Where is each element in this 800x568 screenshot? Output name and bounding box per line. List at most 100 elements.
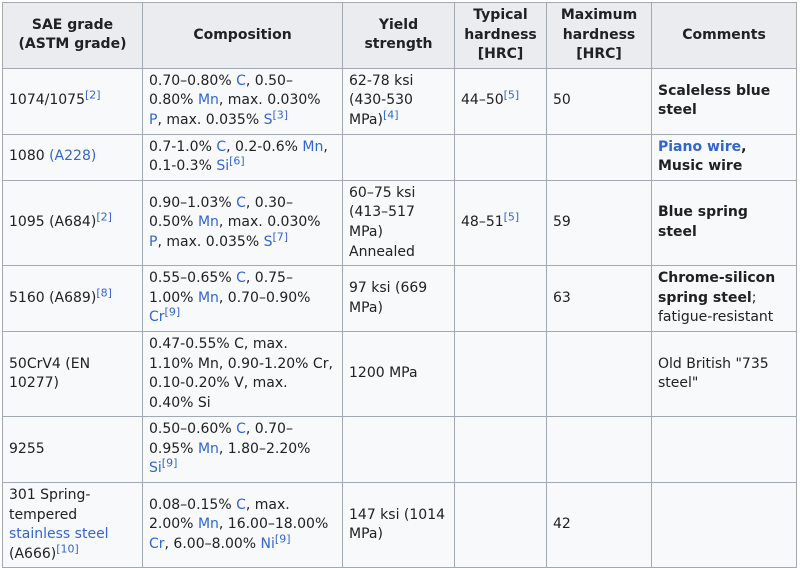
table-row: 5160 (A689)[8] 0.55–0.65% C, 0.75–1.00% M… <box>2 265 797 332</box>
reference-sup: [5] <box>504 210 520 223</box>
text: Old British "735 steel" <box>658 355 769 392</box>
reference-link[interactable]: [6] <box>229 154 245 168</box>
wiki-link[interactable]: C <box>236 72 246 89</box>
text: , 0.2-0.6% <box>226 138 303 155</box>
cell-yield_strength <box>342 133 455 181</box>
text: , 0.70–0.90% <box>218 289 311 306</box>
table-row: 50CrV4 (EN 10277) 0.47-0.55% C, max. 1.10… <box>2 330 797 418</box>
reference-link[interactable]: [5] <box>503 210 520 224</box>
cell-maximum_hardness <box>546 416 652 484</box>
table-row: 1080 (A228) 0.7-1.0% C, 0.2-0.6% Mn, 0.1-… <box>2 133 797 181</box>
wiki-link[interactable]: Si <box>149 460 162 477</box>
wiki-link[interactable]: stainless steel <box>9 526 109 543</box>
text: , 0.75–1.00% <box>149 270 293 306</box>
wiki-link[interactable]: P <box>149 111 158 128</box>
cell-maximum_hardness: 50 <box>546 67 652 135</box>
table-row: 1095 (A684)[2] 0.90–1.03% C, 0.30–0.50% M… <box>2 179 797 267</box>
cell-composition: 0.90–1.03% C, 0.30–0.50% Mn, max. 0.030%… <box>142 179 343 267</box>
wiki-link[interactable]: C <box>236 270 246 287</box>
text: 1095 (A684) <box>9 214 97 231</box>
cell-maximum_hardness <box>546 330 652 418</box>
text-bold: Chrome-silicon spring steel <box>658 270 776 306</box>
reference-link[interactable]: [9] <box>274 532 291 546</box>
wiki-link[interactable]: Mn <box>197 92 219 109</box>
reference-link[interactable]: [9] <box>164 305 181 319</box>
wiki-link[interactable]: S <box>263 111 273 128</box>
cell-yield_strength: 1200 MPa <box>342 330 455 418</box>
table-body: 1074/1075[2] 0.70–0.80% C, 0.50–0.80% Mn,… <box>2 67 797 568</box>
header-composition: Composition <box>142 2 343 69</box>
cell-comments: Piano wire, Music wire <box>651 133 797 181</box>
cell-maximum_hardness: 42 <box>546 482 652 568</box>
text: 1200 MPa <box>349 365 418 382</box>
cell-typical_hardness: 48–51[5] <box>454 179 547 267</box>
wiki-link[interactable]: Si <box>216 158 230 175</box>
reference-link[interactable]: [3] <box>272 108 289 122</box>
text: 0.55–0.65% <box>149 270 237 287</box>
wiki-link[interactable]: C <box>236 496 246 513</box>
cell-composition: 0.7-1.0% C, 0.2-0.6% Mn, 0.1-0.3% Si[6] <box>142 133 343 181</box>
wiki-link[interactable]: S <box>263 233 273 250</box>
cell-typical_hardness <box>454 265 547 332</box>
cell-typical_hardness <box>454 330 547 418</box>
cell-maximum_hardness: 63 <box>546 265 652 332</box>
reference-sup: [3] <box>272 108 288 121</box>
text: 0.47-0.55% C, max. 1.10% Mn, 0.90-1.20% … <box>149 335 333 411</box>
cell-maximum_hardness: 59 <box>546 179 652 267</box>
reference-link[interactable]: [7] <box>272 230 289 244</box>
reference-link[interactable]: [8] <box>96 286 112 300</box>
reference-link[interactable]: [5] <box>503 88 520 102</box>
text: 0.50–0.60% <box>149 421 237 438</box>
wiki-link[interactable]: Piano wire <box>658 138 742 155</box>
wiki-link[interactable]: Mn <box>197 516 219 533</box>
reference-link[interactable]: [10] <box>56 542 79 556</box>
wiki-link[interactable]: (A228) <box>49 148 97 165</box>
text: ; fatigue-resistant <box>658 289 774 326</box>
wiki-link[interactable]: Cr <box>149 309 165 326</box>
text: , 6.00–8.00% <box>164 536 261 553</box>
reference-link[interactable]: [2] <box>84 88 101 102</box>
wiki-link[interactable]: Mn <box>197 440 219 457</box>
reference-sup: [7] <box>272 230 288 243</box>
reference-link[interactable]: [4] <box>382 108 399 122</box>
header-comments: Comments <box>651 2 797 69</box>
wiki-link[interactable]: Cr <box>149 536 165 553</box>
cell-sae_grade: 5160 (A689)[8] <box>2 265 143 332</box>
text-bold: , Music wire <box>658 138 747 175</box>
header-row: SAE grade (ASTM grade) Composition Yield s… <box>2 2 797 69</box>
text: 1074/1075 <box>9 92 85 109</box>
text: , max. 0.030% <box>218 92 321 109</box>
text: 5160 (A689) <box>9 289 97 306</box>
cell-sae_grade: 301 Spring-tempered stainless steel (A66… <box>2 482 143 568</box>
text: 48–51 <box>461 214 504 231</box>
reference-link[interactable]: [9] <box>161 456 178 470</box>
cell-typical_hardness <box>454 133 547 181</box>
text: , max. 0.035% <box>157 233 264 250</box>
cell-composition: 0.70–0.80% C, 0.50–0.80% Mn, max. 0.030%… <box>142 67 343 135</box>
cell-yield_strength: 62-78 ksi (430-530 MPa)[4] <box>342 67 455 135</box>
cell-comments <box>651 482 797 568</box>
wiki-link[interactable]: P <box>149 233 158 250</box>
wiki-link[interactable]: Mn <box>302 138 324 155</box>
header-sae_grade: SAE grade (ASTM grade) <box>2 2 143 69</box>
wiki-link[interactable]: Mn <box>197 214 219 231</box>
text: (A666) <box>9 545 57 562</box>
cell-yield_strength: 147 ksi (1014 MPa) <box>342 482 455 568</box>
wiki-link[interactable]: Ni <box>260 536 275 553</box>
cell-sae_grade: 50CrV4 (EN 10277) <box>2 330 143 418</box>
cell-sae_grade: 9255 <box>2 416 143 484</box>
text: , max. 0.030% <box>218 214 321 231</box>
text: , 0.30–0.50% <box>149 194 293 231</box>
text: 59 <box>553 214 571 231</box>
cell-sae_grade: 1095 (A684)[2] <box>2 179 143 267</box>
reference-sup: [9] <box>275 532 291 545</box>
reference-link[interactable]: [2] <box>96 210 112 224</box>
wiki-link[interactable]: C <box>216 138 227 155</box>
text: 60–75 ksi (413–517 MPa) Annealed <box>349 184 416 260</box>
header-typical_hardness: Typical hardness [HRC] <box>454 2 547 69</box>
wiki-link[interactable]: C <box>236 421 246 438</box>
reference-sup: [2] <box>96 210 112 223</box>
wiki-link[interactable]: C <box>236 194 246 211</box>
table-row: 1074/1075[2] 0.70–0.80% C, 0.50–0.80% Mn,… <box>2 67 797 135</box>
wiki-link[interactable]: Mn <box>197 289 219 306</box>
